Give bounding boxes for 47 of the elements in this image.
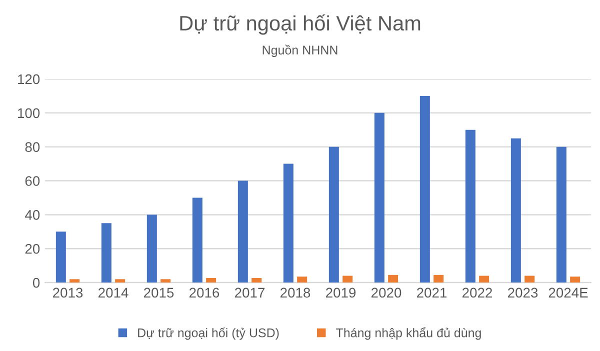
- x-tick-label: 2017: [235, 288, 265, 298]
- x-tick-label: 2024E: [548, 288, 588, 298]
- bar: [420, 96, 430, 283]
- bar: [479, 276, 490, 283]
- bar: [252, 278, 262, 283]
- bar: [465, 130, 476, 283]
- chart-title: Dự trữ ngoại hối Việt Nam: [180, 14, 420, 35]
- y-tick-label: 100: [18, 108, 40, 118]
- bar: [342, 276, 353, 283]
- y-tick-label: 0: [32, 278, 40, 288]
- bar: [146, 214, 157, 283]
- bar: [115, 279, 126, 283]
- bar: [524, 276, 535, 283]
- x-tick-label: 2021: [417, 288, 447, 298]
- chart-subtitle: Nguồn NHNN: [262, 44, 338, 57]
- y-tick-label: 20: [25, 244, 40, 254]
- y-tick-label: 80: [25, 142, 40, 152]
- bar: [70, 279, 80, 283]
- bar: [56, 232, 66, 283]
- y-tick-label: 120: [18, 74, 40, 84]
- bar: [570, 276, 580, 283]
- x-tick-label: 2014: [98, 288, 128, 298]
- bar: [374, 112, 384, 283]
- bar: [192, 198, 202, 283]
- bar: [238, 180, 248, 283]
- legend-label: Tháng nhập khẩu đủ dùng: [336, 327, 481, 340]
- y-tick-label: 40: [25, 210, 40, 220]
- bar: [283, 164, 294, 283]
- x-tick-label: 2019: [326, 288, 356, 298]
- x-tick-label: 2018: [280, 288, 310, 298]
- y-tick-label: 60: [25, 176, 40, 186]
- x-tick-label: 2013: [53, 288, 83, 298]
- bar: [160, 279, 171, 283]
- legend-label: Dự trữ ngoại hối (tỷ USD): [138, 328, 279, 340]
- x-tick-label: 2020: [372, 288, 402, 298]
- bar: [297, 276, 308, 283]
- bar: [388, 274, 398, 283]
- x-tick-label: 2022: [462, 288, 492, 298]
- x-tick-label: 2023: [508, 288, 538, 298]
- bar: [434, 274, 444, 283]
- bar: [101, 223, 112, 283]
- x-tick-label: 2016: [190, 288, 220, 298]
- bar: [328, 146, 339, 283]
- bar: [510, 138, 521, 283]
- x-tick-label: 2015: [144, 288, 174, 298]
- bar: [206, 278, 216, 283]
- bar: [556, 146, 566, 283]
